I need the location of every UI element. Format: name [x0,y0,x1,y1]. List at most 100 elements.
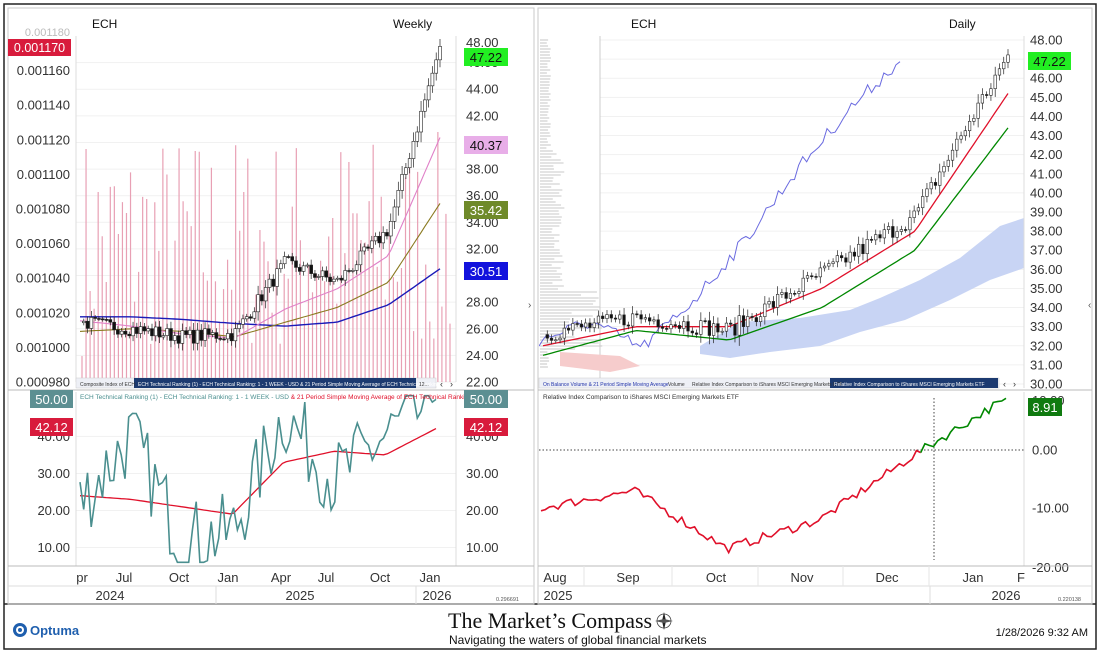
sma-olive-badge: 35.42 [464,201,508,219]
weekly-candle [252,307,257,323]
legend-tab-ranking[interactable]: ECH Technical Ranking (1) - ECH Technica… [138,382,444,388]
daily-candle [575,320,579,328]
ranking-legend: ECH Technical Ranking (1) - ECH Technica… [80,394,479,401]
weekly-candle [237,320,241,333]
daily-candle [835,250,839,268]
daily-candle [579,320,583,332]
daily-candle [959,131,963,144]
month-label: Aug [543,570,566,585]
daily-price-tick: 37.00 [1030,243,1063,258]
daily-candle [857,236,861,264]
scroll-right-icon[interactable]: › [450,379,453,389]
daily-candle [763,296,767,325]
daily-price-tick: 36.00 [1030,262,1063,277]
svg-text:Optuma: Optuma [30,623,80,638]
daily-candle [729,319,733,328]
collapse-right-icon[interactable]: ‹ [1088,300,1091,311]
daily-symbol: ECH [631,17,656,31]
legend-tab-more[interactable]: 12... [419,382,429,388]
year-label: 2026 [423,588,452,603]
daily-candle [758,311,763,327]
month-label: Nov [790,570,814,585]
daily-candle [545,330,549,343]
weekly-candle [146,325,151,334]
daily-candle [801,269,805,300]
scroll-right-icon-daily[interactable]: › [1013,379,1016,389]
daily-candle [925,182,929,203]
daily-candle [933,178,938,190]
daily-candle [993,66,997,97]
daily-candle [848,245,852,269]
legend-tab-volume[interactable]: Volume [668,382,685,388]
weekly-candle [392,199,397,230]
daily-candle [618,310,622,324]
daily-candle [669,320,673,334]
weekly-candle [366,244,370,251]
legend-tab-composite[interactable]: Composite Index of ECH [80,382,135,388]
svg-text:30.51: 30.51 [470,264,503,279]
weekly-symbol: ECH [92,17,117,31]
daily-candle [985,91,989,99]
month-label: Apr [271,570,292,585]
svg-text:50.00: 50.00 [470,392,503,407]
svg-text:42.12: 42.12 [35,420,68,435]
daily-candle [886,222,891,234]
price-tick: 28.00 [466,295,499,310]
weekly-candle [256,285,260,321]
month-label: Jan [218,570,239,585]
weekly-candle [169,321,173,348]
weekly-candle [229,328,234,346]
daily-price-tick: 48.00 [1030,33,1063,48]
daily-candle [750,313,754,321]
cloud-bearish [560,352,640,372]
weekly-candle [176,330,181,349]
daily-time-axis: Aug Sep Oct Nov Dec Jan F 2025 2026 [543,566,1025,604]
daily-candle [968,114,972,138]
daily-price-tick: 33.00 [1030,319,1063,334]
daily-candle [805,271,810,283]
weekly-candle [381,226,385,250]
weekly-candle [415,126,420,148]
weekly-candle [347,268,351,274]
weekly-candle [328,273,332,286]
price-tick: 42.00 [466,108,499,123]
year-label: 2025 [544,588,573,603]
legend-tab-relative-2[interactable]: Relative Index Comparison to iShares MSC… [834,382,985,388]
composite-tick: 0.001040 [16,271,70,286]
sma-pink-badge: 40.37 [464,136,508,154]
scroll-left-icon-daily[interactable]: ‹ [1003,379,1006,389]
relative-tick: 0.00 [1032,443,1057,458]
daily-candle [912,205,916,224]
daily-candle [665,325,669,332]
daily-price-tick: 34.00 [1030,300,1063,315]
ranking-tick: 20.00 [466,503,499,518]
svg-text:50.00: 50.00 [35,392,68,407]
month-label: Dec [875,570,899,585]
scroll-left-icon[interactable]: ‹ [440,379,443,389]
weekly-scale-note: 0.296691 [496,597,519,603]
daily-candle [788,288,793,304]
left-axis-stub: 0.001180 [25,27,70,39]
footer-title: The Market’s Compass [448,608,652,633]
composite-tick: 0.001020 [16,305,70,320]
month-label: Jan [963,570,984,585]
weekly-candle [377,231,382,248]
legend-tab-relative-1[interactable]: Relative Index Comparison to iShares MSC… [692,382,843,388]
daily-candle [784,287,788,304]
ranking-tick: 10.00 [466,540,499,555]
weekly-candle [339,275,344,283]
collapse-left-icon[interactable]: › [528,300,531,311]
weekly-candle [332,276,336,285]
weekly-candle [373,232,378,245]
svg-text:47.22: 47.22 [1033,54,1066,69]
weekly-candle [313,270,317,282]
daily-candle [712,316,716,344]
daily-candle [997,63,1002,81]
footer-subtitle: Navigating the waters of global financia… [449,633,706,647]
daily-candle [942,161,946,178]
daily-candle [771,296,775,313]
legend-tab-obv[interactable]: On Balance Volume & 21 Period Simple Mov… [543,382,669,388]
relative-index-line [540,397,1007,555]
daily-candle [677,321,682,333]
daily-candle [673,321,677,329]
